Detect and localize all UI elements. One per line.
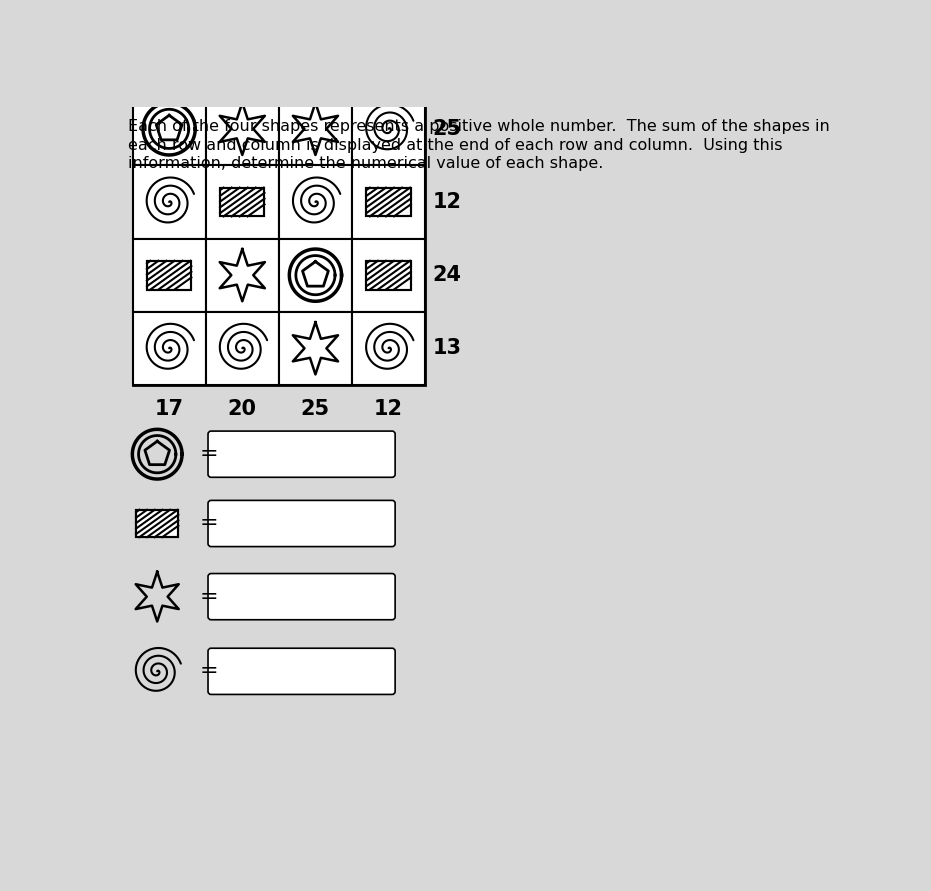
Bar: [352, 239, 425, 312]
Text: =: =: [199, 586, 218, 607]
Bar: [279, 239, 352, 312]
Bar: [136, 510, 179, 537]
Bar: [352, 166, 425, 239]
Bar: [132, 93, 206, 166]
FancyBboxPatch shape: [208, 649, 395, 694]
Text: each row and column is displayed at the end of each row and column.  Using this: each row and column is displayed at the …: [128, 138, 782, 152]
Bar: [206, 166, 279, 239]
Bar: [147, 261, 192, 290]
Bar: [352, 312, 425, 385]
Bar: [147, 261, 192, 290]
Bar: [279, 166, 352, 239]
Text: 13: 13: [433, 339, 462, 358]
Bar: [367, 261, 411, 290]
Text: 20: 20: [228, 399, 257, 419]
Bar: [206, 239, 279, 312]
Bar: [279, 312, 352, 385]
Bar: [367, 261, 411, 290]
Bar: [132, 166, 206, 239]
Text: information, determine the numerical value of each shape.: information, determine the numerical val…: [128, 156, 603, 171]
FancyBboxPatch shape: [208, 431, 395, 478]
Bar: [279, 93, 352, 166]
Bar: [367, 188, 411, 217]
Text: Each of the four shapes represents a positive whole number.  The sum of the shap: Each of the four shapes represents a pos…: [128, 119, 830, 135]
Text: 25: 25: [433, 119, 462, 139]
Bar: [352, 93, 425, 166]
Text: 17: 17: [155, 399, 183, 419]
Text: 24: 24: [433, 266, 462, 285]
Text: 25: 25: [301, 399, 330, 419]
Bar: [206, 93, 279, 166]
FancyBboxPatch shape: [208, 501, 395, 546]
Bar: [132, 93, 425, 385]
Text: 12: 12: [374, 399, 403, 419]
Text: 12: 12: [433, 192, 462, 212]
Text: =: =: [199, 661, 218, 682]
Bar: [206, 312, 279, 385]
FancyBboxPatch shape: [208, 574, 395, 620]
Bar: [136, 510, 179, 537]
Bar: [132, 239, 206, 312]
Bar: [220, 188, 264, 217]
Bar: [132, 312, 206, 385]
Text: =: =: [199, 513, 218, 534]
Bar: [367, 188, 411, 217]
Text: =: =: [199, 445, 218, 464]
Bar: [220, 188, 264, 217]
